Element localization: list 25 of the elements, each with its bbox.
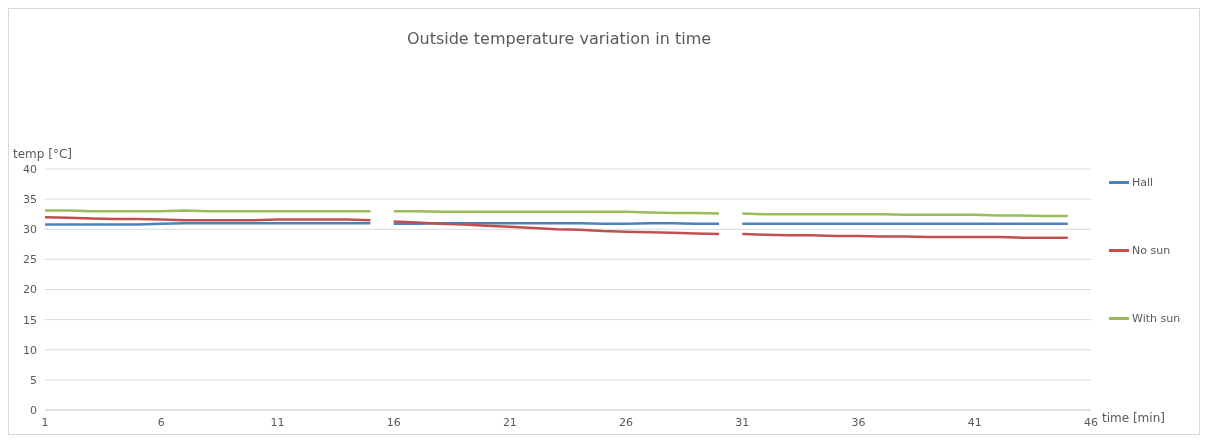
legend-label: With sun [1132,311,1181,325]
x-tick-label: 46 [1084,415,1098,429]
y-tick-label: 10 [23,343,37,357]
x-tick-label: 31 [735,415,750,429]
y-tick-label: 35 [23,193,37,207]
legend-label: No sun [1132,243,1171,257]
y-tick-label: 20 [23,283,37,297]
x-tick-label: 11 [270,415,285,429]
y-tick-label: 25 [23,253,37,267]
y-tick-label: 5 [30,373,37,387]
x-tick-label: 36 [851,415,866,429]
x-axis-title: time [min] [1102,411,1165,425]
y-tick-label: 0 [30,403,37,417]
chart-title: Outside temperature variation in time [405,29,713,48]
x-tick-label: 41 [967,415,982,429]
x-tick-label: 21 [502,415,517,429]
x-tick-label: 26 [619,415,634,429]
y-tick-label: 30 [23,223,37,237]
x-tick-label: 6 [157,415,165,429]
y-axis-title: temp [°C] [13,147,72,161]
x-tick-label: 16 [386,415,401,429]
y-tick-label: 40 [23,162,37,176]
x-tick-label: 1 [41,415,49,429]
legend-label: Hall [1132,175,1154,189]
y-tick-label: 15 [23,313,37,327]
